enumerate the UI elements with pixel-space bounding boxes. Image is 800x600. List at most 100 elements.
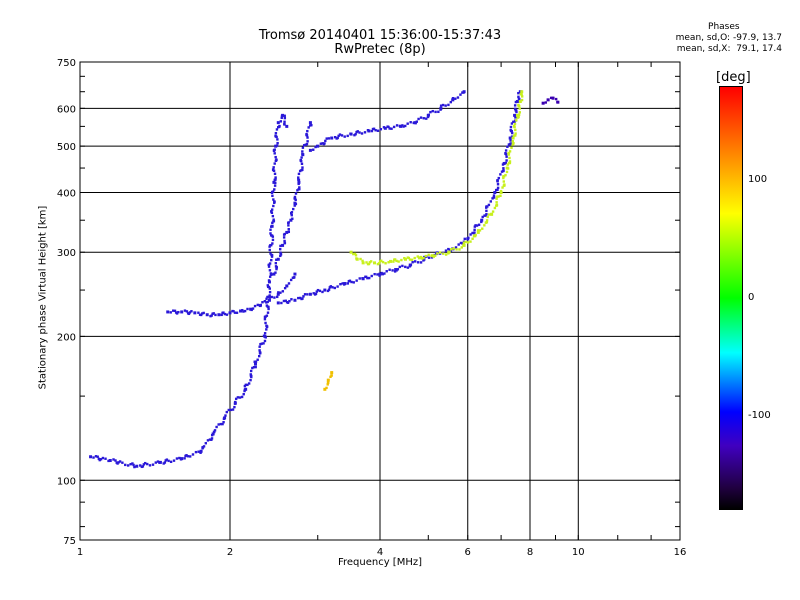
trace xyxy=(272,121,313,276)
data-point xyxy=(343,135,346,138)
data-point xyxy=(515,110,518,114)
data-point xyxy=(353,133,356,137)
data-point xyxy=(290,213,293,217)
data-point xyxy=(285,124,289,128)
data-point xyxy=(194,450,198,454)
data-point xyxy=(507,143,511,146)
data-point xyxy=(169,460,173,464)
data-point xyxy=(310,123,313,127)
data-point xyxy=(414,121,417,125)
data-point xyxy=(427,113,430,117)
data-point xyxy=(236,396,240,399)
data-point xyxy=(515,119,518,122)
data-point xyxy=(264,321,267,325)
data-point xyxy=(167,459,170,463)
data-point xyxy=(502,176,505,180)
data-point xyxy=(436,252,439,255)
data-point xyxy=(175,457,179,460)
data-point xyxy=(265,314,269,317)
data-point xyxy=(275,267,278,271)
data-point xyxy=(499,194,502,198)
data-point xyxy=(267,263,271,266)
data-point xyxy=(378,272,382,276)
data-point xyxy=(348,279,352,282)
y-tick-label: 75 xyxy=(63,536,76,547)
data-point xyxy=(367,262,371,266)
data-point xyxy=(269,252,272,255)
trace xyxy=(89,113,289,469)
data-point xyxy=(272,180,276,184)
data-point xyxy=(486,205,489,208)
data-point xyxy=(214,313,217,317)
data-point xyxy=(493,206,497,210)
data-point xyxy=(165,458,169,461)
data-point xyxy=(274,265,278,268)
data-point xyxy=(305,142,309,146)
data-point xyxy=(485,219,489,222)
data-point xyxy=(219,422,223,426)
trace xyxy=(323,371,334,391)
data-point xyxy=(518,100,522,104)
data-point xyxy=(104,457,107,460)
data-point xyxy=(270,210,273,213)
data-point xyxy=(199,449,203,453)
data-point xyxy=(238,396,242,399)
data-point xyxy=(376,273,379,276)
data-point xyxy=(266,311,270,314)
data-point xyxy=(331,286,334,289)
data-point xyxy=(551,96,555,100)
data-point xyxy=(282,299,286,303)
data-point xyxy=(490,212,493,216)
data-point xyxy=(298,169,302,173)
data-point xyxy=(502,161,506,165)
phases-x-stats: mean, sd,X: 79.1, 17.4 xyxy=(676,44,782,54)
data-point xyxy=(273,148,276,151)
data-point xyxy=(447,247,450,251)
data-point xyxy=(520,98,524,102)
data-point xyxy=(325,386,328,390)
trace xyxy=(349,90,524,266)
data-point xyxy=(132,463,135,467)
data-point xyxy=(517,115,520,119)
data-point xyxy=(323,288,327,292)
data-point xyxy=(201,312,204,315)
data-point xyxy=(316,288,320,292)
data-point xyxy=(271,190,275,193)
data-point xyxy=(356,130,359,133)
data-point xyxy=(419,255,423,259)
data-point xyxy=(293,201,297,205)
data-point xyxy=(277,291,280,294)
data-point xyxy=(419,261,423,264)
data-point xyxy=(279,291,282,294)
data-point xyxy=(261,301,264,304)
data-point xyxy=(511,131,514,135)
data-point xyxy=(467,236,470,239)
data-point xyxy=(158,460,162,464)
data-point xyxy=(478,229,482,232)
data-point xyxy=(349,250,353,254)
data-point xyxy=(353,252,357,255)
data-point xyxy=(259,342,262,346)
data-point xyxy=(333,135,337,139)
data-point xyxy=(431,109,434,113)
data-point xyxy=(258,349,261,352)
data-point xyxy=(197,450,200,453)
data-point xyxy=(274,134,277,138)
data-point xyxy=(185,310,189,313)
data-point xyxy=(432,255,435,258)
data-point xyxy=(297,296,300,300)
data-point xyxy=(367,129,371,133)
data-point xyxy=(97,457,101,461)
data-point xyxy=(204,442,208,445)
data-point xyxy=(447,103,450,107)
data-point xyxy=(514,116,517,119)
data-point xyxy=(143,461,147,465)
data-point xyxy=(284,299,287,302)
data-point xyxy=(329,375,332,379)
data-point xyxy=(301,166,304,169)
data-point xyxy=(213,429,217,432)
data-point xyxy=(242,310,245,313)
data-point xyxy=(554,97,558,101)
data-point xyxy=(249,369,253,373)
data-point xyxy=(473,228,476,232)
